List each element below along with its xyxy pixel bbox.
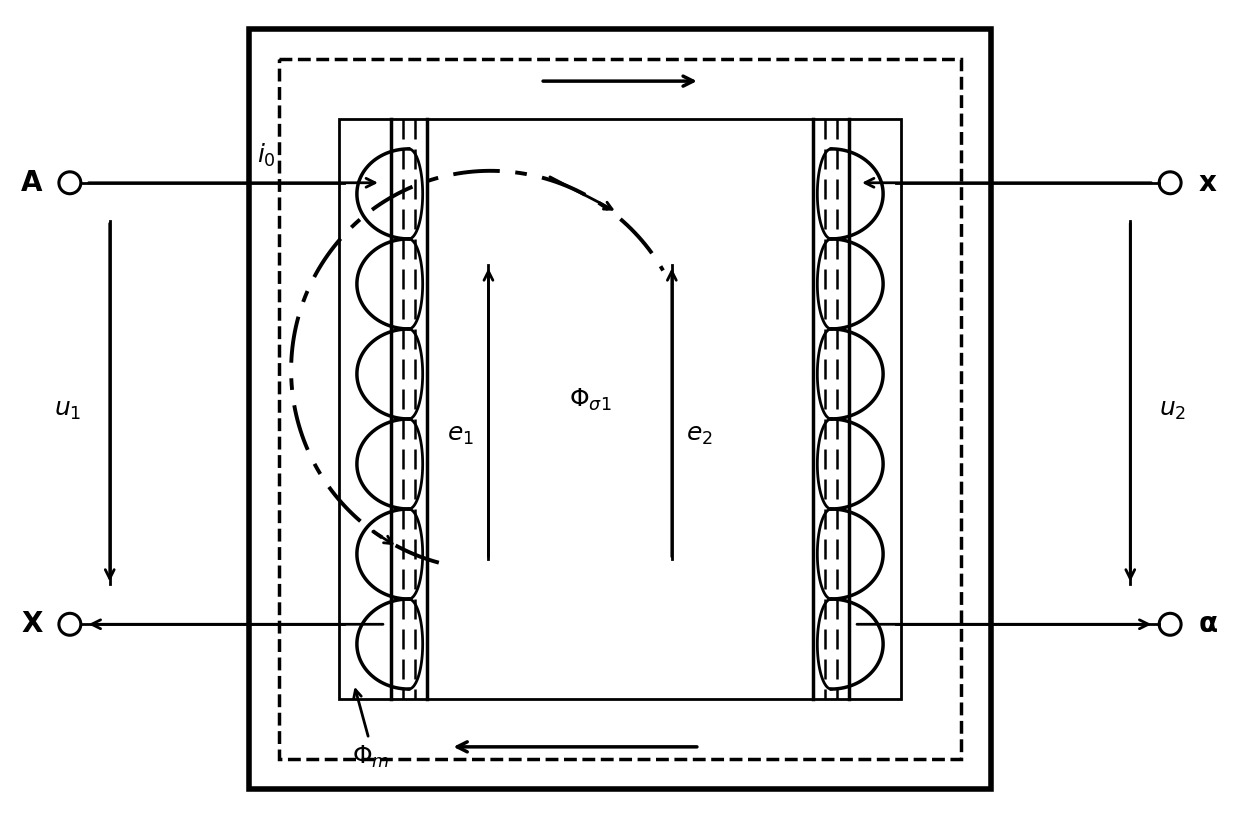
Text: $u_1$: $u_1$	[55, 398, 82, 422]
Text: $e_1$: $e_1$	[448, 423, 474, 447]
Text: A: A	[21, 169, 42, 197]
Text: $e_2$: $e_2$	[687, 423, 713, 447]
Text: $\Phi_m$: $\Phi_m$	[352, 744, 389, 770]
Bar	[279, 59, 961, 759]
Text: $i_0$: $i_0$	[257, 142, 275, 169]
Text: x: x	[1199, 169, 1216, 197]
Text: X: X	[21, 610, 42, 638]
Text: α: α	[1198, 610, 1218, 638]
Text: $\Phi_{\sigma 1}$: $\Phi_{\sigma 1}$	[569, 387, 611, 413]
Bar	[339, 119, 901, 699]
Text: $u_2$: $u_2$	[1158, 398, 1185, 422]
Bar	[249, 30, 991, 789]
